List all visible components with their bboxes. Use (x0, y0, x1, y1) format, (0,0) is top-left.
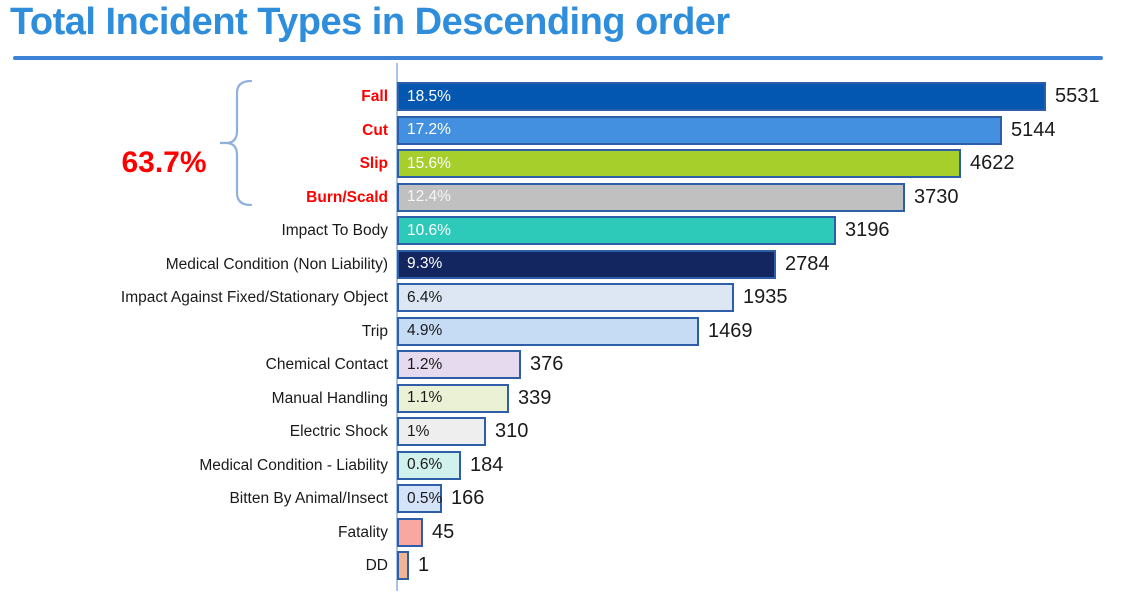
bar-cut[interactable]: 17.2% (397, 115, 1002, 145)
value-label: 45 (432, 520, 455, 543)
bar-row: Manual Handling 1.1% 339 (0, 383, 1127, 413)
category-label: Impact Against Fixed/Stationary Object (120, 289, 388, 306)
bar-fatality[interactable] (397, 517, 423, 547)
value-label: 5531 (1055, 85, 1100, 107)
category-label: Impact To Body (281, 222, 388, 239)
value-label: 2784 (785, 252, 830, 275)
value-label: 5144 (1011, 118, 1056, 141)
bar-medical-condition-liability[interactable]: 0.6% (397, 450, 461, 480)
bar-burn-scald[interactable]: 12.4% (397, 182, 905, 212)
bar-percent-label: 1% (407, 422, 430, 440)
value-label: 376 (530, 353, 564, 375)
bar-percent-label: 12.4% (407, 188, 451, 205)
value-label: 166 (451, 487, 485, 509)
bar-row: Bitten By Animal/Insect 0.5% 166 (0, 484, 1127, 513)
bar-row: Chemical Contact 1.2% 376 (0, 350, 1127, 379)
category-label: Medical Condition (Non Liability) (165, 255, 388, 273)
bar-impact-to-body[interactable]: 10.6% (397, 216, 836, 245)
bar-row: Fall 18.5% 5531 (0, 82, 1127, 111)
bar-row: Burn/Scald 12.4% 3730 (0, 182, 1127, 212)
bar-percent-label: 4.9% (407, 322, 443, 339)
bar-chemical-contact[interactable]: 1.2% (397, 350, 521, 379)
bar-percent-label: 10.6% (407, 221, 451, 239)
value-label: 184 (470, 453, 504, 476)
bar-bitten-by-animal-insect[interactable]: 0.5% (397, 484, 442, 513)
chart-title: Total Incident Types in Descending order (10, 1, 730, 43)
category-label: Electric Shock (289, 423, 388, 440)
value-label: 3196 (845, 219, 890, 241)
bar-row: Medical Condition - Liability 0.6% 184 (0, 450, 1127, 480)
bar-percent-label: 9.3% (407, 255, 443, 272)
bar-percent-label: 17.2% (407, 121, 451, 138)
category-label: Manual Handling (271, 389, 388, 407)
bar-row: Electric Shock 1% 310 (0, 417, 1127, 446)
bar-row: Cut 17.2% 5144 (0, 115, 1127, 145)
title-underline (13, 56, 1103, 60)
category-label: DD (365, 557, 388, 574)
bar-percent-label: 18.5% (407, 87, 451, 105)
category-label: Bitten By Animal/Insect (229, 490, 388, 507)
value-label: 1469 (708, 319, 753, 342)
bar-row: Fatality 45 (0, 517, 1127, 547)
value-label: 1 (418, 554, 430, 576)
group-brace (220, 79, 253, 207)
category-label: Burn/Scald (306, 188, 388, 206)
category-label: Fall (361, 88, 388, 105)
category-label: Cut (362, 121, 388, 139)
value-label: 4622 (970, 152, 1015, 174)
bar-impact-against-fixed-stationary-object[interactable]: 6.4% (397, 283, 734, 312)
bar-percent-label: 1.1% (407, 389, 443, 406)
bar-electric-shock[interactable]: 1% (397, 417, 486, 446)
bar-row: Impact Against Fixed/Stationary Object 6.… (0, 283, 1127, 312)
bar-percent-label: 6.4% (407, 288, 443, 306)
value-label: 310 (495, 420, 529, 442)
bar-row: Medical Condition (Non Liability) 9.3% 278… (0, 249, 1127, 279)
bar-row: Impact To Body 10.6% 3196 (0, 216, 1127, 245)
bar-percent-label: 15.6% (407, 154, 451, 172)
value-label: 3730 (914, 185, 959, 208)
bar-medical-condition-non-liability-[interactable]: 9.3% (397, 249, 776, 279)
bar-manual-handling[interactable]: 1.1% (397, 383, 509, 413)
value-label: 339 (518, 386, 552, 409)
bar-row: Slip 15.6% 4622 (0, 149, 1127, 178)
bar-percent-label: 0.6% (407, 456, 443, 473)
bar-percent-label: 1.2% (407, 355, 443, 373)
category-label: Medical Condition - Liability (199, 456, 388, 474)
bar-fall[interactable]: 18.5% (397, 82, 1046, 111)
category-label: Chemical Contact (265, 356, 388, 373)
bar-slip[interactable]: 15.6% (397, 149, 961, 178)
bar-dd[interactable] (397, 551, 409, 580)
category-label: Slip (359, 155, 388, 172)
category-label: Trip (361, 322, 388, 340)
bar-row: DD 1 (0, 551, 1127, 580)
group-percent-label: 63.7% (121, 146, 207, 179)
bar-row: Trip 4.9% 1469 (0, 316, 1127, 346)
bar-percent-label: 0.5% (407, 489, 443, 507)
bar-trip[interactable]: 4.9% (397, 316, 699, 346)
category-label: Fatality (338, 523, 388, 541)
value-label: 1935 (743, 286, 788, 308)
